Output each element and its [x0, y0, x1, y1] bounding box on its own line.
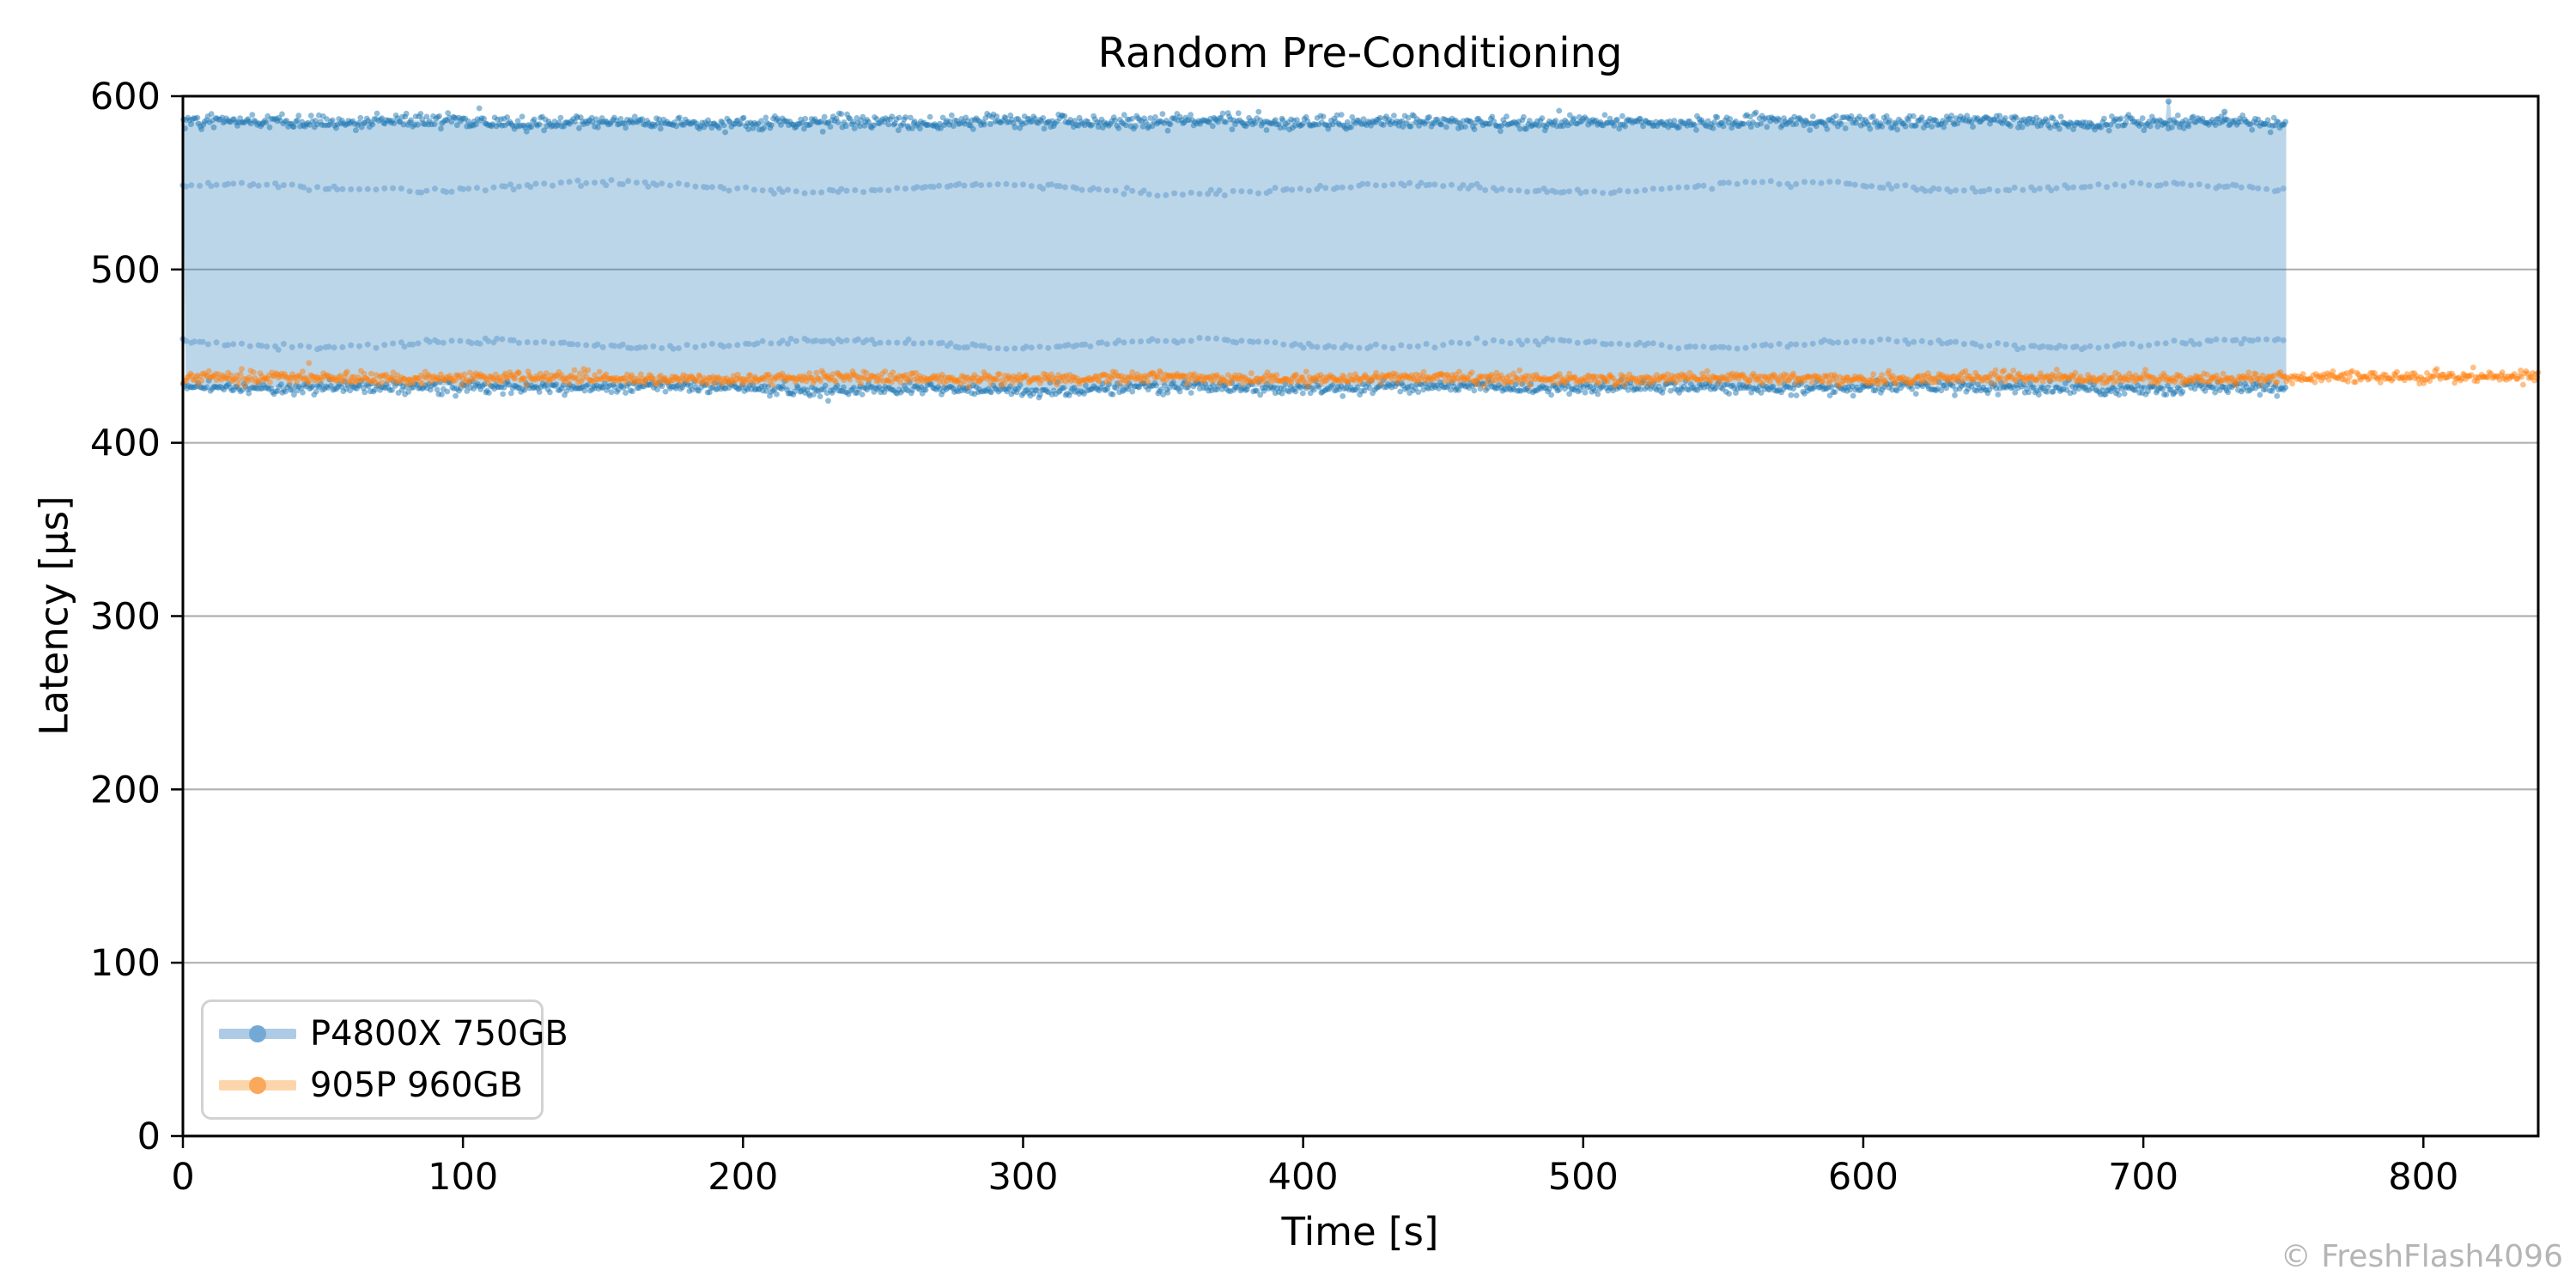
- legend-label-p4800x: P4800X 750GB: [310, 1014, 568, 1054]
- blue-upper-dotted-trace: [179, 177, 2287, 199]
- axis-ticks: [171, 94, 2425, 1148]
- x-tick-100: 100: [428, 1156, 498, 1199]
- x-tick-700: 700: [2108, 1156, 2178, 1199]
- x-tick-600: 600: [1828, 1156, 1899, 1199]
- legend-entry-905p: 905P 960GB: [219, 1066, 526, 1105]
- legend-key-dot-icon: [249, 1077, 266, 1094]
- x-tick-200: 200: [708, 1156, 778, 1199]
- x-tick-0: 0: [171, 1156, 194, 1199]
- y-tick-100: 100: [90, 942, 161, 985]
- y-tick-labels: 0 100 200 300 400 500 600: [90, 76, 161, 1158]
- y-tick-600: 600: [90, 76, 161, 118]
- chart-title: Random Pre-Conditioning: [1097, 29, 1623, 77]
- y-tick-200: 200: [90, 769, 161, 811]
- blue-spike-markers: [2165, 98, 2228, 115]
- blue-max-scatter: [180, 105, 2289, 136]
- legend-key-dot-icon: [249, 1025, 266, 1042]
- legend-key-orange: [219, 1074, 296, 1097]
- legend-label-905p: 905P 960GB: [310, 1066, 523, 1105]
- orange-latency-scatter: [180, 360, 2542, 390]
- y-tick-400: 400: [90, 422, 161, 465]
- x-tick-400: 400: [1268, 1156, 1339, 1199]
- y-tick-0: 0: [137, 1115, 161, 1158]
- legend-box: P4800X 750GB 905P 960GB: [201, 999, 568, 1120]
- blue-lower-dotted-trace: [179, 335, 2287, 353]
- x-tick-500: 500: [1548, 1156, 1619, 1199]
- y-axis-label: Latency [µs]: [31, 495, 77, 736]
- watermark: © FreshFlash4096: [2280, 1239, 2563, 1274]
- x-tick-labels: 0 100 200 300 400 500 600 700 800: [171, 1156, 2458, 1199]
- y-tick-500: 500: [90, 249, 161, 292]
- legend-entry-p4800x: P4800X 750GB: [219, 1014, 568, 1054]
- blue-minmax-fill-band: [183, 101, 2287, 390]
- y-tick-300: 300: [90, 596, 161, 639]
- legend-key-blue: [219, 1023, 296, 1045]
- x-axis-label: Time [s]: [1281, 1209, 1439, 1255]
- y-gridlines: [183, 268, 2538, 964]
- x-tick-800: 800: [2388, 1156, 2458, 1199]
- x-tick-300: 300: [987, 1156, 1058, 1199]
